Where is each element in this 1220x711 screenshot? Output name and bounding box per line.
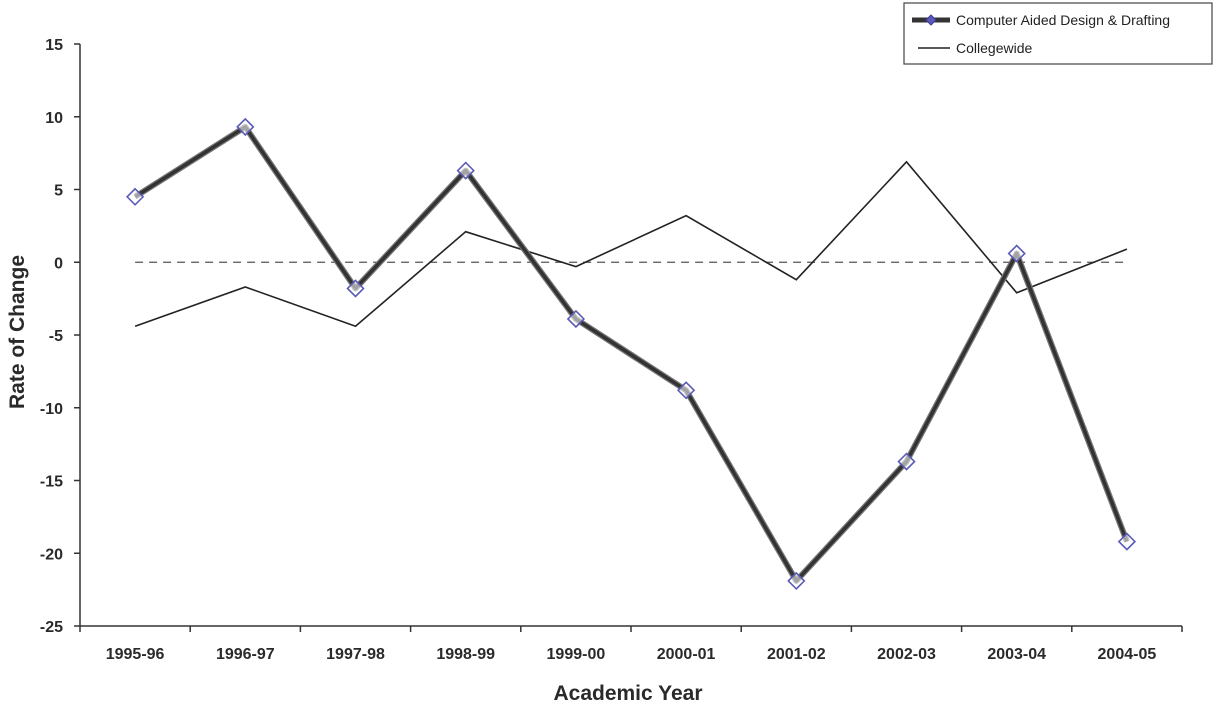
y-tick-label: -20 [40, 546, 63, 563]
legend-label-collegewide: Collegewide [956, 40, 1032, 56]
y-tick-label: 10 [45, 110, 63, 127]
series-line-collegewide [134, 160, 1128, 328]
x-tick-label: 2000-01 [657, 646, 716, 663]
x-tick-label: 2004-05 [1098, 646, 1157, 663]
data-point-cadd [1007, 244, 1026, 263]
legend-swatch-cadd-marker [925, 14, 937, 26]
data-point-cadd [1117, 532, 1137, 551]
y-tick-label: -15 [40, 474, 63, 491]
data-point-cadd [897, 452, 916, 471]
data-point-cadd [125, 187, 145, 206]
y-tick-label: -25 [40, 619, 63, 636]
x-tick-label: 1998-99 [436, 646, 495, 663]
x-tick-label: 1995-96 [106, 646, 165, 663]
x-tick-label: 2003-04 [987, 646, 1046, 663]
x-tick-label: 1999-00 [547, 646, 606, 663]
data-point-cadd [787, 571, 806, 591]
series-line-cadd [134, 125, 1129, 583]
data-point-cadd [456, 161, 475, 180]
y-tick-label: -10 [40, 401, 63, 418]
data-point-cadd [676, 381, 696, 400]
x-tick-label: 1996-97 [216, 646, 275, 663]
y-tick-label: 0 [54, 255, 63, 272]
x-axis-title: Academic Year [553, 682, 702, 705]
x-tick-label: 2001-02 [767, 646, 826, 663]
data-point-cadd [566, 309, 586, 329]
y-tick-label: -5 [49, 328, 63, 345]
y-axis-title: Rate of Change [6, 255, 29, 409]
y-tick-label: 15 [45, 37, 63, 54]
y-tick-label: 5 [54, 183, 63, 200]
data-point-cadd [236, 117, 255, 137]
legend-box [903, 2, 1213, 65]
x-tick-label: 2002-03 [877, 646, 936, 663]
x-tick-label: 1997-98 [326, 646, 385, 663]
legend-label-cadd: Computer Aided Design & Drafting [956, 12, 1170, 28]
data-point-cadd [346, 279, 365, 298]
legend: Computer Aided Design & Drafting College… [903, 2, 1213, 65]
